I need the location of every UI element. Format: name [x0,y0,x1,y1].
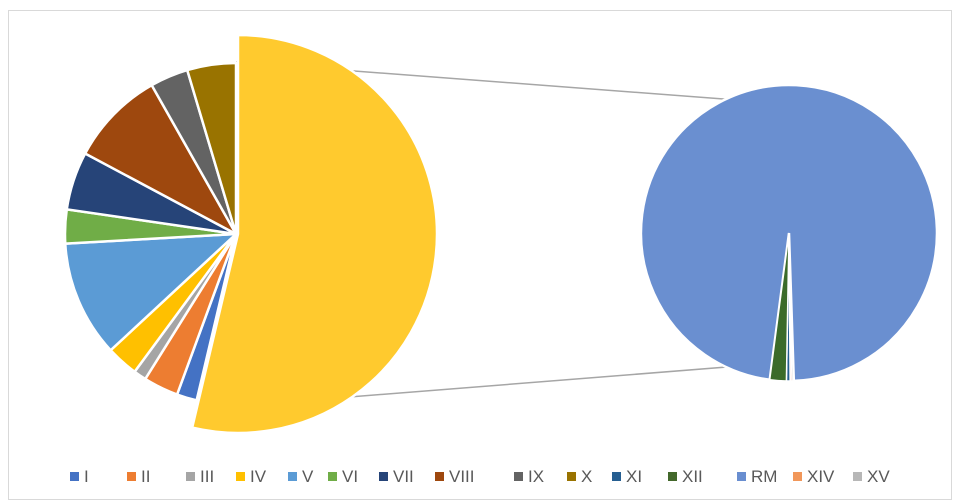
legend-label-iii: III [200,467,214,486]
legend-swatch-xii [668,472,677,481]
legend-label-iv: IV [250,467,267,486]
legend-label-xi: XI [626,467,642,486]
legend-swatch-vii [379,472,388,481]
legend: I II III IV V VI VII VIII IX X XI XII RM XIV XV [70,467,890,486]
legend-label-viii: VIII [449,467,475,486]
legend-swatch-vi [328,472,337,481]
legend-swatch-v [288,472,297,481]
legend-swatch-iv [236,472,245,481]
legend-label-ix: IX [528,467,544,486]
legend-swatch-viii [435,472,444,481]
legend-label-xiv: XIV [807,467,835,486]
legend-swatch-xv [853,472,862,481]
legend-swatch-xi [612,472,621,481]
legend-swatch-ii [127,472,136,481]
legend-swatch-rm [737,472,746,481]
main-pie-slice-v [63,232,240,353]
main-pie-slice-x [185,61,238,235]
legend-label-x: X [581,467,592,486]
main-pie-slice-viii [83,83,240,238]
legend-label-xii: XII [682,467,703,486]
legend-swatch-i [70,472,79,481]
secondary-pie-slice-xii [768,232,790,382]
legend-label-ii: II [141,467,150,486]
legend-label-xv: XV [867,467,890,486]
secondary-pie [639,83,939,383]
main-pie-slice-other [190,33,439,435]
legend-label-vi: VI [342,467,358,486]
legend-label-vii: VII [393,467,414,486]
legend-swatch-x [567,472,576,481]
main-pie [63,33,439,435]
legend-swatch-xiv [793,472,802,481]
legend-swatch-iii [186,472,195,481]
legend-label-v: V [302,467,314,486]
legend-swatch-ix [514,472,523,481]
legend-label-i: I [84,467,89,486]
legend-label-rm: RM [751,467,777,486]
